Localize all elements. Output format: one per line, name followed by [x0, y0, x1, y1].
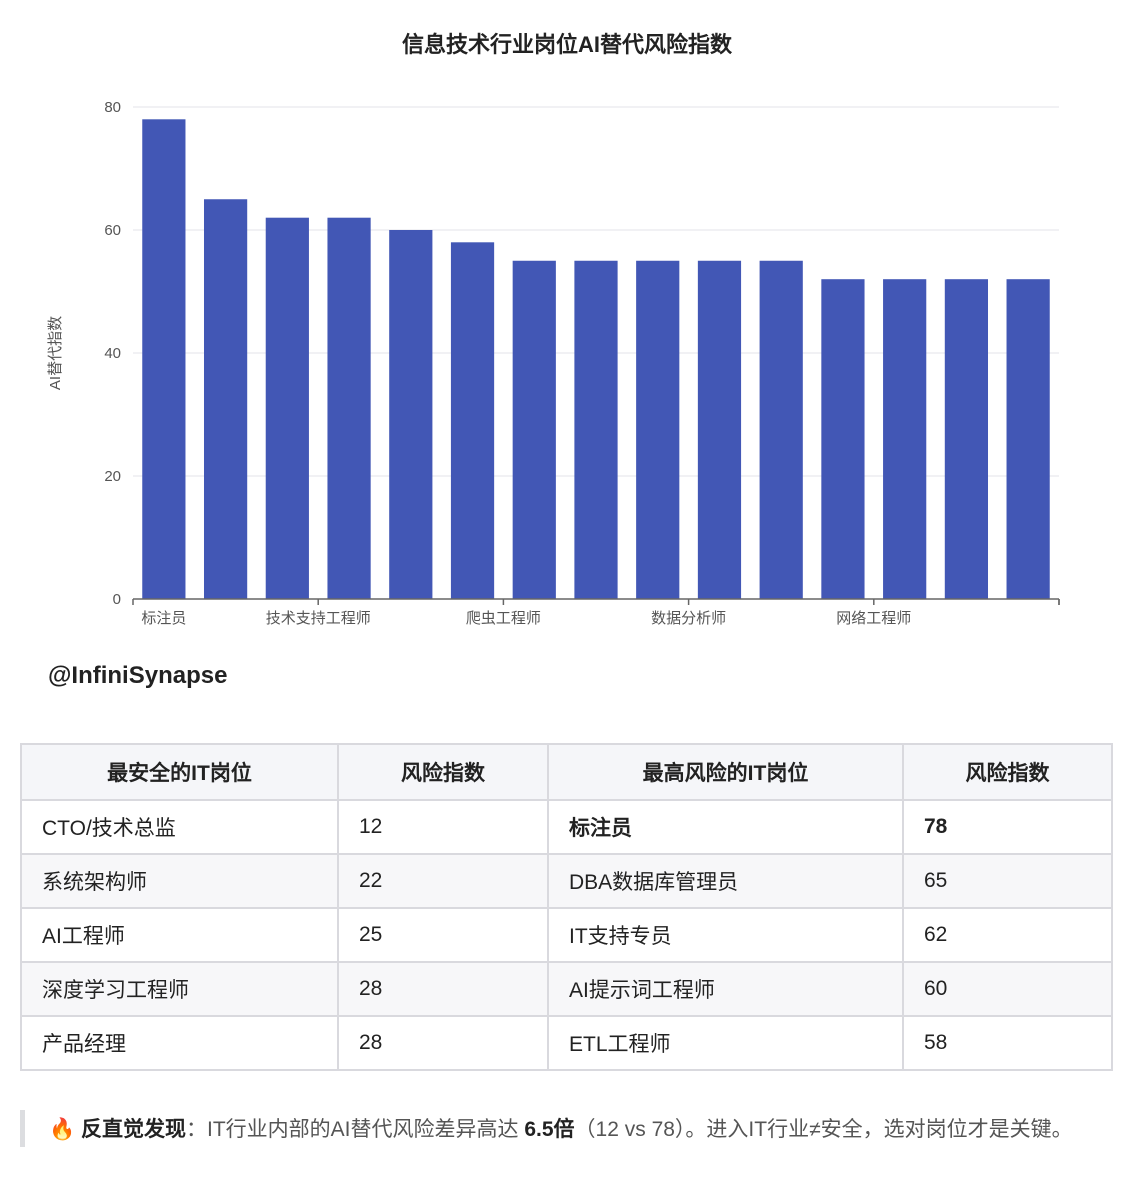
y-tick-label: 40: [104, 345, 121, 362]
risky-score-cell: 78: [902, 799, 1113, 855]
bar: [203, 199, 248, 599]
safe-role-cell: AI工程师: [20, 907, 339, 963]
safe-score-cell: 25: [337, 907, 549, 963]
safe-score-cell: 22: [337, 853, 549, 909]
bar: [327, 217, 371, 599]
safe-role-cell: CTO/技术总监: [20, 799, 339, 855]
x-tick-label: 技术支持工程师: [266, 610, 371, 627]
safe-score-cell: 28: [337, 961, 549, 1017]
bar: [389, 230, 433, 599]
y-tick-label: 80: [104, 99, 121, 116]
bar: [944, 279, 989, 599]
bar: [574, 260, 618, 599]
risky-score-cell: 58: [902, 1015, 1113, 1071]
risky-role-cell: AI提示词工程师: [547, 961, 904, 1017]
table-row: AI工程师 25 IT支持专员 62: [20, 907, 1113, 963]
bar: [759, 260, 803, 599]
risky-role-cell: ETL工程师: [547, 1015, 904, 1071]
bar: [265, 217, 309, 599]
safe-role-cell: 深度学习工程师: [20, 961, 339, 1017]
table-row: 深度学习工程师 28 AI提示词工程师 60: [20, 961, 1113, 1017]
safe-score-cell: 28: [337, 1015, 549, 1071]
risky-score-cell: 62: [902, 907, 1113, 963]
safe-score-cell: 12: [337, 799, 549, 855]
risk-table: 最安全的IT岗位 风险指数 最高风险的IT岗位 风险指数 CTO/技术总监 12…: [20, 743, 1113, 1071]
bar: [1006, 279, 1050, 599]
table-header-row: 最安全的IT岗位 风险指数 最高风险的IT岗位 风险指数: [20, 743, 1113, 801]
note-lead: 反直觉发现: [81, 1118, 186, 1141]
bar-chart: 信息技术行业岗位AI替代风险指数 0 20 40 60 80 AI替代指数标注员 技术支持工程…: [47, 32, 1060, 627]
bar: [512, 260, 556, 599]
table-row: 产品经理 28 ETL工程师 58: [20, 1015, 1113, 1071]
bar: [450, 242, 495, 600]
safe-role-cell: 产品经理: [20, 1015, 339, 1071]
note-text-2: （12 vs 78）。进入IT行业≠安全，选对岗位才是关键。: [574, 1118, 1073, 1141]
header-risk-index: 风险指数: [337, 743, 549, 801]
bar: [697, 260, 742, 599]
x-tick-label: 数据分析师: [651, 610, 726, 627]
y-tick-label: 0: [113, 591, 121, 608]
header-safest-role: 最安全的IT岗位: [20, 743, 339, 801]
insight-note: 🔥 反直觉发现：IT行业内部的AI替代风险差异高达 6.5倍（12 vs 78）…: [20, 1110, 1109, 1147]
header-risk-index: 风险指数: [902, 743, 1113, 801]
watermark: @InfiniSynapse: [48, 662, 228, 689]
risky-score-cell: 65: [902, 853, 1113, 909]
y-axis-label: AI替代指数: [47, 316, 64, 390]
table-row: CTO/技术总监 12 标注员 78: [20, 799, 1113, 855]
x-tick-label: 网络工程师: [836, 610, 911, 627]
bar: [636, 260, 680, 599]
risky-score-cell: 60: [902, 961, 1113, 1017]
risky-role-cell: IT支持专员: [547, 907, 904, 963]
note-text-1: ：IT行业内部的AI替代风险差异高达: [186, 1118, 525, 1141]
y-tick-label: 20: [104, 468, 121, 485]
risky-role-cell: DBA数据库管理员: [547, 853, 904, 909]
risky-role-cell: 标注员: [547, 799, 904, 855]
chart-title: 信息技术行业岗位AI替代风险指数: [402, 32, 733, 57]
table-row: 系统架构师 22 DBA数据库管理员 65: [20, 853, 1113, 909]
x-tick-label: 标注员: [141, 610, 186, 627]
note-strong: 6.5倍: [524, 1118, 575, 1141]
y-tick-label: 60: [104, 222, 121, 239]
safe-role-cell: 系统架构师: [20, 853, 339, 909]
fire-icon: 🔥: [49, 1118, 76, 1141]
bar: [821, 279, 865, 599]
bar: [142, 119, 186, 600]
x-tick-label: 爬虫工程师: [466, 610, 541, 627]
bar: [883, 279, 927, 599]
header-riskiest-role: 最高风险的IT岗位: [547, 743, 904, 801]
